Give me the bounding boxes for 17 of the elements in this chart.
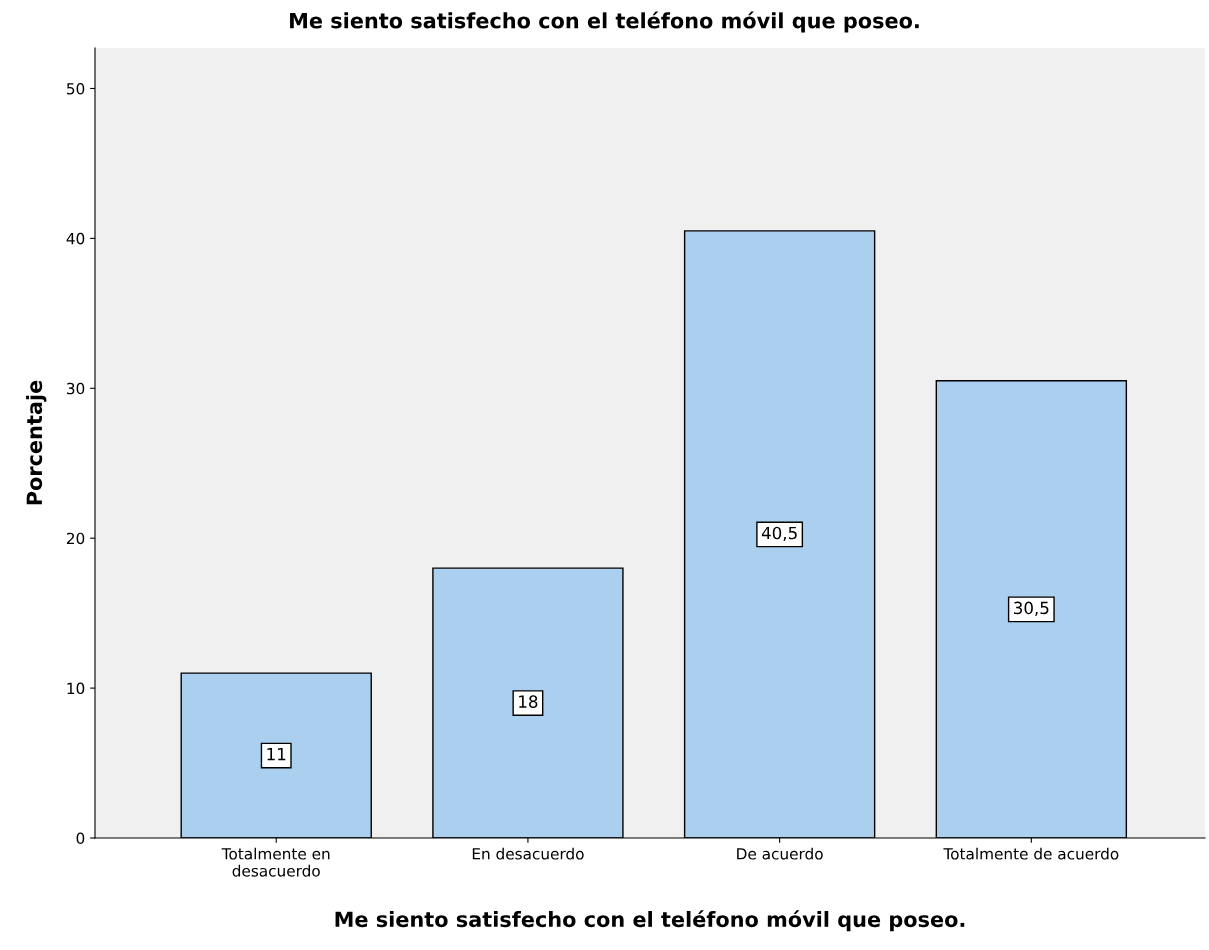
y-tick-label: 30 bbox=[67, 382, 85, 395]
y-tick-label: 20 bbox=[66, 532, 85, 545]
x-tick-label: En desacuerdo bbox=[472, 847, 584, 860]
data-label: 18 bbox=[519, 695, 538, 708]
x-axis-title: Me siento satisfecho con el teléfono móvil que poseo. bbox=[335, 910, 965, 932]
x-tick-label: Totalmente en desacuerdo bbox=[221, 847, 330, 877]
y-tick-label: 50 bbox=[67, 82, 85, 95]
x-tick-label: Totalmente de acuerdo bbox=[943, 847, 1119, 860]
data-label: 11 bbox=[267, 748, 286, 761]
y-axis-title: Porcentaje bbox=[26, 380, 47, 505]
chart-title: Me siento satisfecho con el teléfono móvil que poseo. bbox=[290, 11, 919, 33]
x-tick-label: De acuerdo bbox=[737, 847, 823, 860]
y-tick-label: 10 bbox=[67, 682, 85, 695]
data-label: 30,5 bbox=[1014, 601, 1049, 616]
y-tick-label: 40 bbox=[66, 232, 85, 245]
data-label: 40,5 bbox=[761, 526, 797, 541]
y-tick-label: 0 bbox=[76, 832, 85, 845]
